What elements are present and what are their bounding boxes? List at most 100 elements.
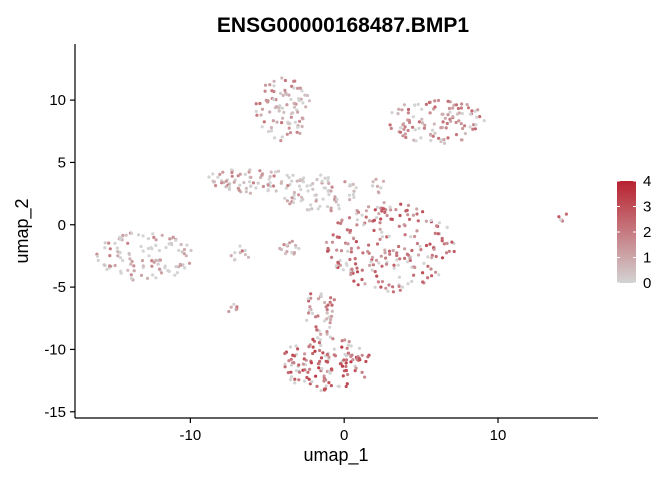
data-point [386, 289, 390, 293]
data-point [103, 241, 107, 245]
data-point [414, 139, 418, 143]
data-point [329, 384, 333, 388]
data-point [378, 237, 382, 241]
data-point [249, 175, 253, 179]
data-point [388, 123, 392, 127]
data-point [108, 254, 112, 258]
data-point [286, 184, 290, 188]
data-point [452, 249, 456, 254]
data-point [275, 120, 279, 124]
data-point [341, 268, 345, 272]
data-point [139, 273, 144, 277]
data-point [326, 360, 330, 364]
data-point [115, 246, 119, 250]
data-point [238, 251, 242, 255]
data-point [297, 193, 301, 197]
data-point [323, 387, 328, 391]
data-point [380, 264, 384, 268]
data-point [437, 221, 441, 225]
data-point [360, 268, 364, 272]
data-point [141, 249, 145, 253]
data-point [107, 241, 111, 245]
data-point [395, 258, 399, 262]
data-point [293, 381, 297, 385]
data-point [392, 263, 396, 267]
data-point [283, 365, 287, 369]
data-point [336, 221, 340, 225]
data-point [301, 101, 305, 105]
data-point [433, 231, 437, 235]
data-point [174, 265, 178, 269]
data-point [269, 129, 274, 133]
data-point [284, 186, 288, 190]
data-point [330, 240, 335, 244]
data-point [128, 257, 132, 261]
data-point [276, 169, 281, 173]
data-point [292, 86, 296, 90]
data-point [403, 256, 407, 260]
data-point [409, 235, 413, 239]
data-point [348, 198, 352, 202]
data-point [303, 379, 307, 383]
data-point [415, 212, 419, 216]
data-point [428, 111, 432, 115]
data-point [347, 216, 352, 220]
data-point [309, 296, 313, 300]
data-point [285, 243, 289, 247]
data-point [416, 253, 421, 257]
data-point [411, 213, 415, 217]
data-point [326, 176, 330, 180]
data-point [311, 337, 315, 341]
data-point [382, 207, 386, 211]
data-point [339, 362, 343, 366]
data-point [424, 102, 428, 106]
data-point [303, 368, 307, 372]
data-point [272, 79, 276, 83]
data-point [478, 115, 482, 119]
data-point [281, 116, 285, 120]
data-point [293, 377, 297, 381]
data-point [156, 262, 160, 266]
data-point [309, 361, 313, 365]
data-point [422, 126, 426, 130]
data-point [291, 111, 295, 115]
data-point [292, 251, 297, 255]
data-point [308, 308, 312, 312]
data-point [374, 258, 379, 262]
data-point [309, 292, 313, 296]
data-point [442, 242, 446, 246]
data-point [334, 200, 338, 204]
data-point [244, 186, 248, 190]
data-point [357, 210, 361, 214]
data-point [470, 109, 474, 113]
data-point [326, 246, 330, 251]
data-point [397, 107, 401, 111]
data-point [440, 239, 444, 243]
data-point [378, 227, 382, 231]
data-point [308, 367, 312, 371]
data-point [456, 106, 460, 111]
data-point [381, 179, 386, 183]
data-point [305, 318, 309, 322]
data-point [406, 111, 410, 115]
data-point [325, 330, 329, 334]
data-point [337, 207, 341, 211]
data-point [387, 283, 391, 287]
data-point [390, 111, 394, 115]
data-point [327, 355, 331, 359]
data-point [292, 105, 297, 109]
data-point [405, 208, 409, 212]
data-point [154, 243, 158, 247]
data-point [220, 179, 224, 183]
data-point [314, 374, 318, 378]
data-point [214, 184, 218, 188]
data-point [328, 300, 332, 304]
data-point [310, 380, 314, 384]
data-point [224, 179, 228, 183]
data-point [368, 263, 372, 267]
data-point [308, 305, 312, 309]
data-point [328, 321, 332, 325]
data-point [352, 195, 356, 199]
data-point [376, 280, 380, 284]
data-point [269, 170, 273, 174]
